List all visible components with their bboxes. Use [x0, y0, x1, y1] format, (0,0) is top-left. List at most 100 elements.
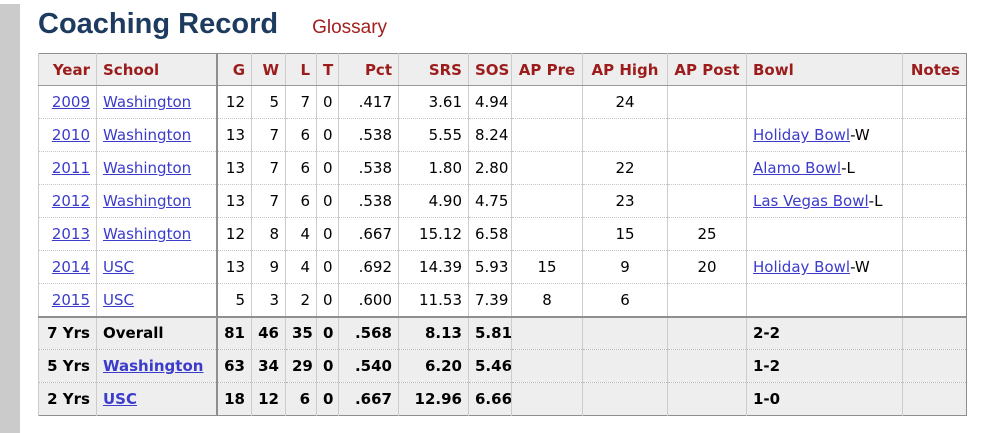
- cell-notes: [902, 283, 967, 317]
- cell-ap-high: 15: [582, 217, 668, 251]
- cell-ap-pre: 8: [511, 283, 583, 317]
- cell-notes: [902, 118, 967, 152]
- cell-w: 7: [251, 118, 286, 152]
- col-header-pct[interactable]: Pct: [338, 53, 399, 86]
- cell-bowl: 2-2: [746, 315, 903, 350]
- cell-ap-pre: [511, 382, 583, 416]
- year-link[interactable]: 2015: [51, 290, 90, 309]
- cell-l: 4: [285, 250, 317, 284]
- cell-ap-high: [582, 118, 668, 152]
- cell-g: 13: [215, 151, 252, 185]
- cell-year: 2015: [38, 283, 97, 317]
- col-header-l[interactable]: L: [285, 53, 317, 86]
- cell-school: Washington: [96, 349, 217, 383]
- school-link[interactable]: USC: [103, 390, 137, 408]
- cell-ap-high: 22: [582, 151, 668, 185]
- year-link[interactable]: 2011: [51, 159, 90, 177]
- bowl-link[interactable]: Las Vegas Bowl: [753, 192, 869, 210]
- cell-srs: 14.39: [398, 250, 469, 284]
- cell-l: 35: [285, 315, 317, 350]
- cell-span: 2 Yrs: [38, 382, 97, 416]
- cell-notes: [902, 315, 967, 350]
- col-header-year[interactable]: Year: [38, 53, 97, 86]
- cell-t: 0: [316, 283, 339, 317]
- cell-g: 5: [215, 283, 252, 317]
- cell-bowl: Holiday Bowl-W: [746, 118, 903, 152]
- col-header-sos[interactable]: SOS: [468, 53, 512, 86]
- cell-school: Washington: [96, 85, 217, 119]
- table-row: 2015 USC 5 3 2 0.600 11.53 7.39 8 6: [38, 283, 967, 317]
- bowl-link[interactable]: Holiday Bowl: [753, 258, 851, 276]
- cell-notes: [902, 85, 967, 119]
- cell-l: 6: [285, 151, 317, 185]
- cell-l: 7: [285, 85, 317, 119]
- cell-sos: 5.81: [468, 315, 512, 350]
- col-header-bowl[interactable]: Bowl: [746, 53, 903, 86]
- cell-sos: 5.46: [468, 349, 512, 383]
- school-link[interactable]: Washington: [103, 357, 204, 375]
- col-header-ap-high[interactable]: AP High: [582, 53, 668, 86]
- cell-ap-post: [667, 118, 747, 152]
- bowl-link[interactable]: Holiday Bowl: [753, 126, 851, 144]
- cell-school: USC: [96, 283, 217, 317]
- cell-pct: .538: [338, 118, 399, 152]
- col-header-notes[interactable]: Notes: [902, 53, 967, 86]
- cell-srs: 5.55: [398, 118, 469, 152]
- year-link[interactable]: 2010: [51, 126, 90, 144]
- year-link[interactable]: 2009: [51, 93, 90, 111]
- cell-l: 6: [285, 382, 317, 416]
- cell-school: USC: [96, 250, 217, 284]
- cell-l: 2: [285, 283, 317, 317]
- col-header-g[interactable]: G: [215, 53, 252, 86]
- glossary-link[interactable]: Glossary: [312, 17, 388, 38]
- cell-bowl: Las Vegas Bowl-L: [746, 184, 903, 218]
- table-row: 2009 Washington 12 5 7 0.417 3.61 4.94 24: [38, 85, 967, 119]
- cell-t: 0: [316, 85, 339, 119]
- bowl-result: -L: [868, 192, 883, 210]
- school-link[interactable]: Washington: [103, 93, 192, 111]
- cell-ap-pre: [511, 151, 583, 185]
- school-link[interactable]: Washington: [103, 159, 192, 177]
- cell-sos: 2.80: [468, 151, 512, 185]
- overall-label: Overall: [103, 324, 164, 343]
- year-link[interactable]: 2014: [51, 258, 90, 276]
- cell-pct: .667: [338, 382, 399, 416]
- cell-bowl: Holiday Bowl-W: [746, 250, 903, 284]
- cell-ap-post: [667, 151, 747, 185]
- cell-ap-pre: [511, 315, 583, 350]
- col-header-ap-post[interactable]: AP Post: [667, 53, 747, 86]
- school-link[interactable]: USC: [103, 258, 134, 276]
- cell-pct: .600: [338, 283, 399, 317]
- cell-bowl: [746, 85, 903, 119]
- col-header-t[interactable]: T: [316, 53, 339, 86]
- cell-l: 6: [285, 184, 317, 218]
- bowl-link[interactable]: Alamo Bowl: [753, 159, 842, 177]
- col-header-school[interactable]: School: [96, 53, 217, 86]
- table-row: 2010 Washington 13 7 6 0.538 5.55 8.24 Holiday B…: [38, 118, 967, 152]
- cell-school: Washington: [96, 151, 217, 185]
- year-link[interactable]: 2013: [51, 225, 90, 243]
- school-link[interactable]: Washington: [103, 126, 192, 144]
- cell-notes: [902, 184, 967, 218]
- school-link[interactable]: USC: [103, 290, 134, 309]
- table-header: Year School G W L T Pct SRS SOS AP Pre A…: [38, 53, 967, 86]
- cell-sos: 6.58: [468, 217, 512, 251]
- school-link[interactable]: Washington: [103, 225, 192, 243]
- col-header-srs[interactable]: SRS: [398, 53, 469, 86]
- col-header-ap-pre[interactable]: AP Pre: [511, 53, 583, 86]
- cell-ap-post: [667, 382, 747, 416]
- cell-ap-high: 23: [582, 184, 668, 218]
- cell-ap-post: [667, 349, 747, 383]
- cell-g: 18: [215, 382, 252, 416]
- cell-srs: 11.53: [398, 283, 469, 317]
- cell-ap-post: 20: [667, 250, 747, 284]
- school-link[interactable]: Washington: [103, 192, 192, 210]
- col-header-w[interactable]: W: [251, 53, 286, 86]
- cell-srs: 3.61: [398, 85, 469, 119]
- cell-ap-high: 6: [582, 283, 668, 317]
- cell-year: 2013: [38, 217, 97, 251]
- totals-row: 5 Yrs Washington 63 34 29 0.540 6.20 5.46 1-2: [38, 349, 967, 383]
- cell-ap-high: 24: [582, 85, 668, 119]
- year-link[interactable]: 2012: [51, 192, 90, 210]
- table-row: 2012 Washington 13 7 6 0.538 4.90 4.75 23 Las Veg…: [38, 184, 967, 218]
